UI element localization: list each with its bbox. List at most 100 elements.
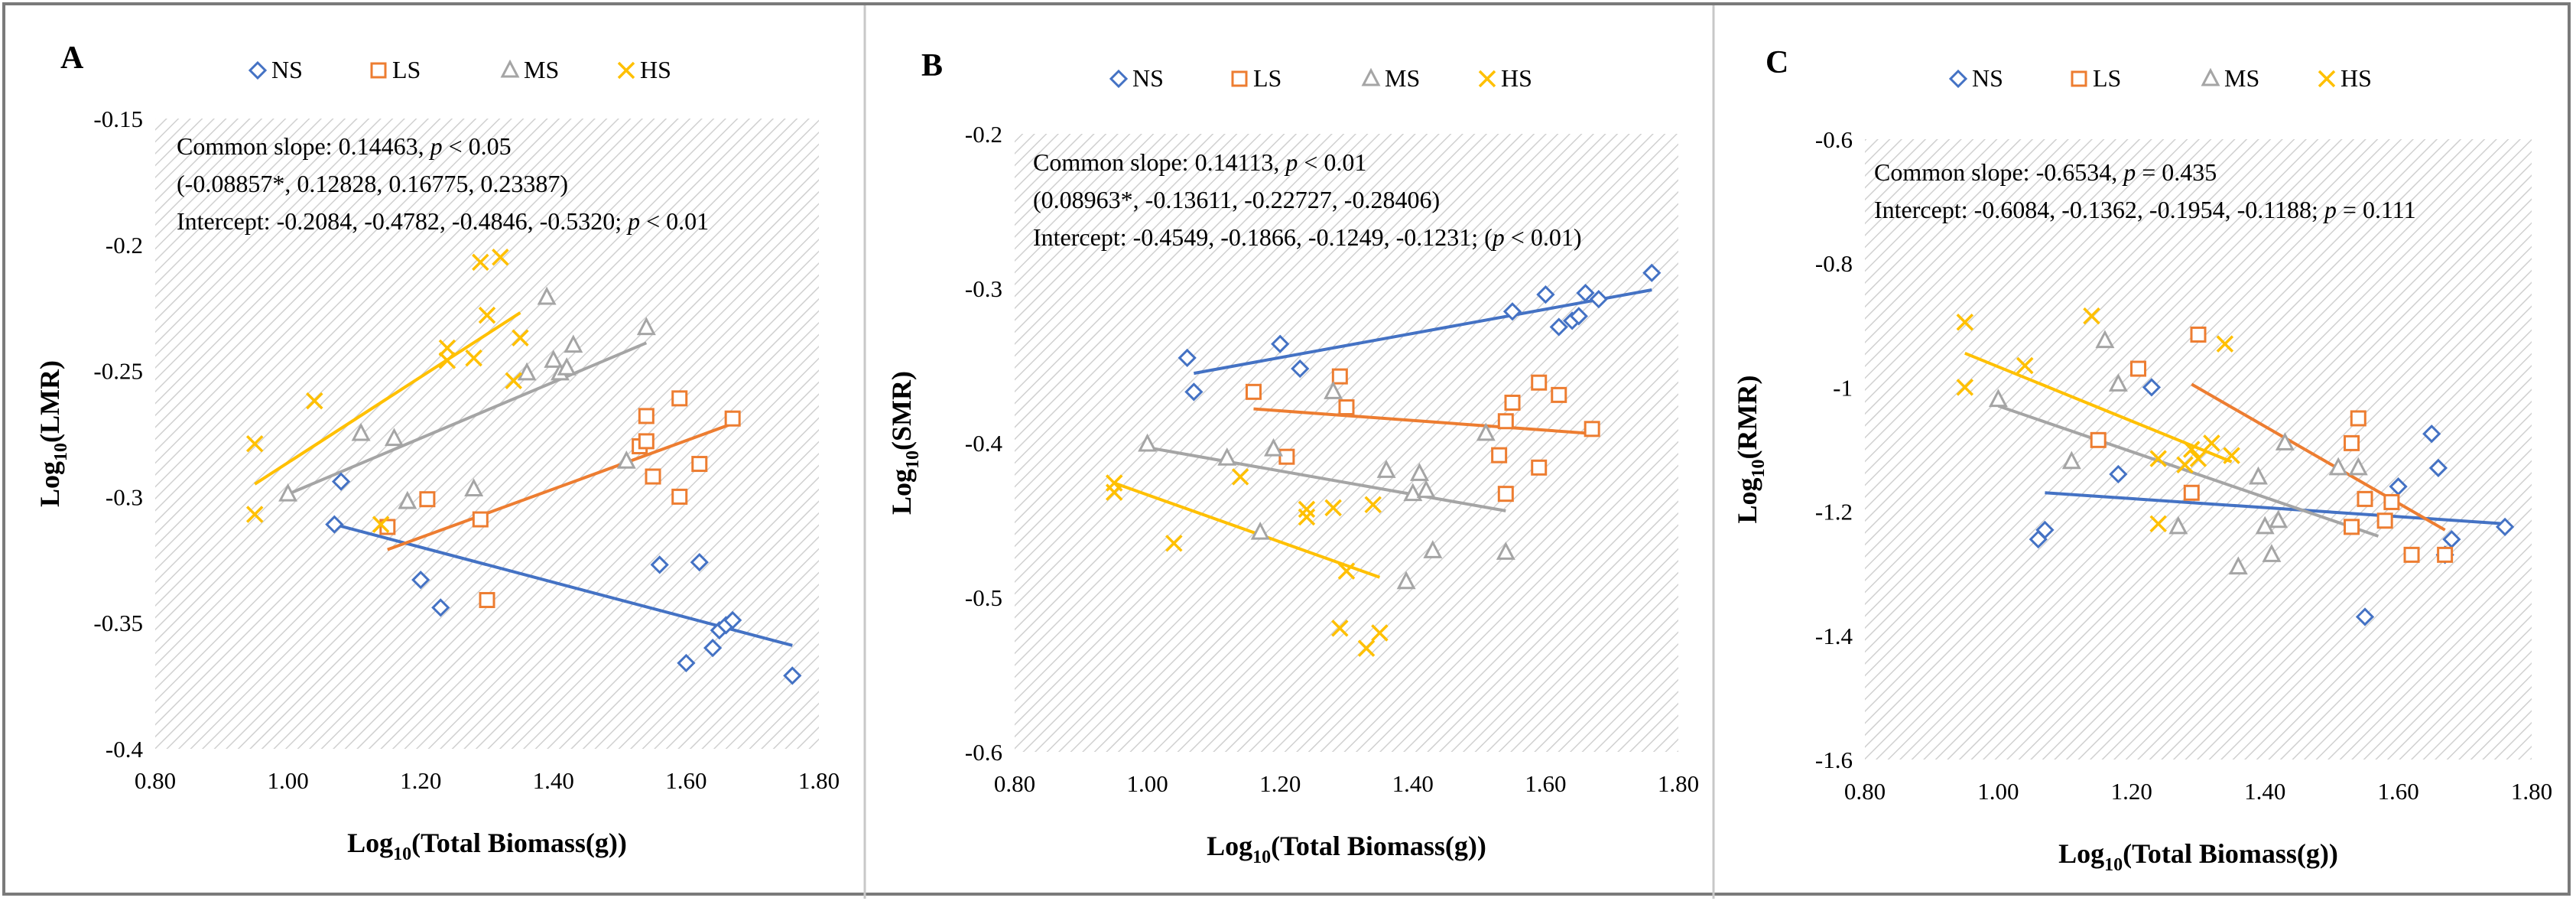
data-point-ms [557,357,577,376]
data-point-ns [1184,382,1204,402]
trend-line-ls [2191,382,2446,532]
data-point-ms [564,334,583,353]
data-point-ls [2376,512,2393,529]
x-tick-label: 1.60 [2377,778,2418,805]
data-point-hs [2016,356,2034,375]
data-point-ns [1271,334,1290,353]
data-point-ms [1416,480,1436,499]
annotation-text: (0.08963*, -0.13611, -0.22727, -0.28406) [1033,186,1440,213]
panel-label: C [1766,45,1788,80]
data-point-hs [1956,379,1974,396]
data-point-ms [1423,540,1443,558]
y-axis-label-sub: 10 [1749,459,1769,477]
data-point-ms [2095,330,2115,349]
data-point-ms [1264,437,1284,457]
legend-label-ms: MS [2224,64,2259,92]
data-point-ms [398,490,417,509]
data-point-hs [245,506,264,523]
data-point-ls [2130,360,2147,377]
annotation-italic: p [1491,223,1505,251]
data-point-hs [512,329,529,346]
data-point-ms [2108,373,2128,392]
data-point-ms [1324,381,1343,399]
panel-label: A [60,41,84,76]
data-point-ns [1536,285,1555,304]
data-point-hs [465,349,482,367]
data-point-hs [492,249,509,266]
trend-line-hs [1113,481,1381,579]
x-tick-label: 1.20 [1259,770,1301,797]
x-tick-label: 0.80 [135,767,176,794]
series-ls [379,390,741,609]
data-point-hs [2223,447,2240,464]
trend-line-ls [1253,407,1593,435]
annotation-text: = 0.435 [2136,158,2217,186]
annotation-italic: p [429,132,443,160]
data-point-ns [783,666,802,685]
data-point-ns [431,598,450,617]
x-axis-label-main: Log [1207,831,1252,861]
data-point-ms [2061,450,2081,470]
data-point-ns [325,515,344,534]
x-axis-label: Log10(Total Biomass(g)) [1207,831,1486,867]
legend-label-hs: HS [1501,64,1532,92]
x-tick-label: 0.80 [1844,778,1886,805]
legend-marker-ns [248,60,268,80]
legend-marker-hs [1478,70,1496,88]
series-hs [1105,468,1389,657]
y-axis-label-main: Log [1732,477,1762,523]
legend-marker-ns [1109,69,1129,89]
x-tick-label: 1.20 [400,767,441,794]
data-point-ns [2495,517,2515,536]
data-point-ns [1502,302,1522,321]
data-point-ns [723,610,742,630]
data-point-ns [1589,290,1608,309]
trend-line-ns [1194,288,1652,376]
data-point-ls [1338,399,1355,416]
panel-c: C NS LS MS HS -1.6 -1.4 -1.2 -1 -0.8 -0.6 0.80 1.00 1… [1732,45,2552,875]
data-point-ls [2090,431,2107,448]
annotation-italic: p [2122,158,2136,186]
x-tick-label: 1.40 [2244,778,2285,805]
data-point-ms [1476,422,1496,441]
data-point-ns [2355,607,2375,626]
data-point-ms [1376,460,1396,478]
data-point-ns [2422,424,2441,444]
y-axis-label-sub: 10 [903,450,923,469]
data-point-ms [2275,432,2295,450]
data-point-ms [1496,542,1515,560]
data-point-ms [2262,544,2282,562]
data-point-ls [2350,410,2366,427]
series-ls [2090,326,2454,563]
data-point-hs [2176,456,2194,474]
legend-marker-hs [2318,70,2336,88]
data-point-ms [1138,433,1158,452]
legend-marker-ls [1231,70,1248,87]
data-point-ms [2248,466,2268,485]
data-point-ms [2348,457,2368,476]
data-point-ls [1531,374,1548,391]
y-tick-label: -0.15 [93,106,143,132]
data-point-ls [1497,486,1514,503]
data-point-ms [636,317,656,336]
data-point-ms [1409,463,1429,481]
data-point-ls [1504,394,1521,411]
annotation-text: = 0.111 [2337,196,2416,223]
legend-label-ns: NS [271,56,303,83]
data-point-ms [351,422,371,441]
y-axis-label: Log10(RMR) [1732,376,1769,524]
legend-label-ls: LS [2093,64,2121,92]
x-tick-label: 0.80 [994,770,1035,797]
annotation-text: < 0.01 [1298,148,1366,176]
legend-label-ms: MS [524,56,559,83]
data-point-ms [2168,516,2188,535]
annotation-line: Common slope: 0.14113, p < 0.01 [1033,148,1366,176]
y-axis-label: Log10(LMR) [34,360,71,507]
annotation-line: Common slope: -0.6534, p = 0.435 [1874,158,2217,186]
x-tick-label: 1.80 [798,767,840,794]
annotation-line: Intercept: -0.2084, -0.4782, -0.4846, -0… [177,207,709,235]
y-axis-label-rest: (SMR) [886,371,917,450]
x-axis-label: Log10(Total Biomass(g)) [2058,838,2338,875]
x-axis-label-main: Log [347,828,393,858]
